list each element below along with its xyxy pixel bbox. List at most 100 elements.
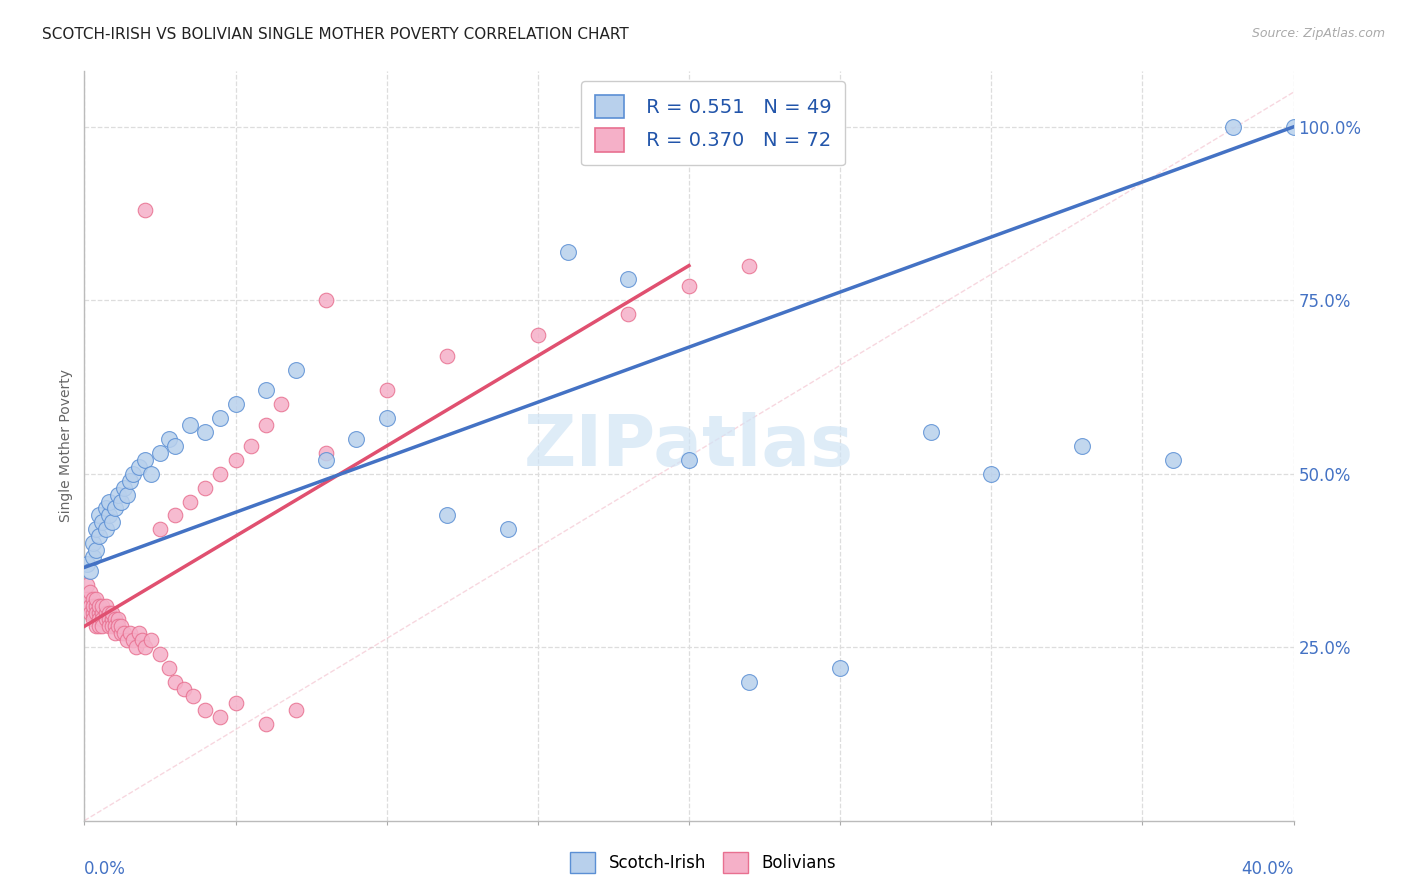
Point — [173, 681, 195, 696]
Point — [89, 599, 111, 613]
Point — [91, 606, 114, 620]
Text: ZIPatlas: ZIPatlas — [524, 411, 853, 481]
Point — [97, 606, 120, 620]
Point — [86, 606, 108, 620]
Point — [149, 446, 172, 460]
Point — [121, 467, 143, 481]
Point — [134, 640, 156, 655]
Point — [86, 591, 108, 606]
Point — [209, 467, 232, 481]
Point — [91, 619, 114, 633]
Legend:  R = 0.551   N = 49,  R = 0.370   N = 72: R = 0.551 N = 49, R = 0.370 N = 72 — [581, 81, 845, 166]
Point — [165, 674, 187, 689]
Point — [617, 307, 640, 321]
Point — [82, 606, 104, 620]
Point — [678, 453, 700, 467]
Point — [97, 494, 120, 508]
Point — [131, 633, 153, 648]
Point — [254, 418, 277, 433]
Point — [107, 487, 129, 501]
Point — [118, 474, 141, 488]
Point — [179, 494, 201, 508]
Point — [209, 411, 232, 425]
Point — [165, 508, 187, 523]
Point — [76, 557, 98, 571]
Point — [209, 709, 232, 723]
Point — [82, 599, 104, 613]
Point — [79, 584, 101, 599]
Point — [107, 612, 129, 626]
Point — [76, 591, 98, 606]
Point — [112, 626, 135, 640]
Point — [82, 549, 104, 564]
Point — [179, 418, 201, 433]
Point — [315, 446, 337, 460]
Point — [830, 661, 852, 675]
Point — [97, 619, 120, 633]
Point — [285, 703, 308, 717]
Point — [125, 640, 148, 655]
Text: Source: ZipAtlas.com: Source: ZipAtlas.com — [1251, 27, 1385, 40]
Point — [91, 516, 114, 530]
Point — [86, 619, 108, 633]
Point — [225, 696, 247, 710]
Point — [104, 501, 127, 516]
Point — [1222, 120, 1244, 134]
Point — [110, 619, 132, 633]
Point — [94, 599, 117, 613]
Point — [436, 349, 458, 363]
Text: 0.0%: 0.0% — [84, 860, 127, 878]
Point — [617, 272, 640, 286]
Point — [86, 522, 108, 536]
Point — [194, 425, 217, 439]
Point — [239, 439, 262, 453]
Point — [134, 453, 156, 467]
Point — [97, 508, 120, 523]
Point — [194, 481, 217, 495]
Point — [104, 626, 127, 640]
Text: SCOTCH-IRISH VS BOLIVIAN SINGLE MOTHER POVERTY CORRELATION CHART: SCOTCH-IRISH VS BOLIVIAN SINGLE MOTHER P… — [42, 27, 628, 42]
Point — [107, 619, 129, 633]
Point — [134, 203, 156, 218]
Point — [1071, 439, 1094, 453]
Point — [112, 481, 135, 495]
Point — [100, 619, 122, 633]
Point — [346, 432, 368, 446]
Point — [738, 674, 761, 689]
Point — [128, 459, 150, 474]
Point — [194, 703, 217, 717]
Point — [91, 612, 114, 626]
Point — [527, 328, 550, 343]
Point — [149, 647, 172, 661]
Point — [86, 599, 108, 613]
Point — [225, 453, 247, 467]
Text: 40.0%: 40.0% — [1241, 860, 1294, 878]
Point — [157, 661, 180, 675]
Point — [254, 384, 277, 398]
Point — [100, 516, 122, 530]
Point — [94, 612, 117, 626]
Point — [181, 689, 204, 703]
Point — [89, 508, 111, 523]
Point — [82, 536, 104, 550]
Point — [738, 259, 761, 273]
Point — [254, 716, 277, 731]
Point — [128, 626, 150, 640]
Point — [121, 633, 143, 648]
Point — [375, 384, 398, 398]
Point — [139, 633, 162, 648]
Point — [89, 606, 111, 620]
Point — [225, 397, 247, 411]
Point — [94, 501, 117, 516]
Point — [104, 612, 127, 626]
Point — [89, 529, 111, 543]
Point — [79, 599, 101, 613]
Point — [82, 591, 104, 606]
Point — [496, 522, 519, 536]
Point — [375, 411, 398, 425]
Point — [678, 279, 700, 293]
Point — [315, 453, 337, 467]
Point — [79, 564, 101, 578]
Y-axis label: Single Mother Poverty: Single Mother Poverty — [59, 369, 73, 523]
Point — [89, 619, 111, 633]
